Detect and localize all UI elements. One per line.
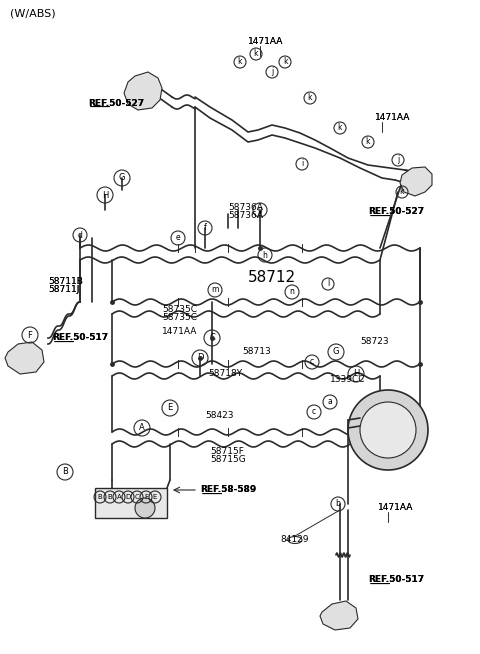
Text: REF.50-517: REF.50-517: [52, 334, 108, 343]
Text: 1471AA: 1471AA: [378, 504, 413, 513]
Circle shape: [135, 498, 155, 518]
Text: k: k: [283, 58, 287, 67]
Text: REF.50-527: REF.50-527: [88, 99, 144, 107]
Text: 58712: 58712: [248, 271, 296, 286]
Text: 58713: 58713: [242, 347, 271, 356]
Text: 58718Y: 58718Y: [208, 370, 242, 379]
Text: D: D: [125, 494, 131, 500]
Text: 58711B: 58711B: [48, 277, 83, 286]
Text: REF.50-517: REF.50-517: [368, 576, 424, 585]
Text: 58723: 58723: [360, 337, 389, 347]
Text: 1471AA: 1471AA: [248, 37, 283, 46]
Text: k: k: [308, 94, 312, 103]
Text: c: c: [312, 407, 316, 417]
Text: 58423: 58423: [205, 411, 233, 419]
Text: REF.50-527: REF.50-527: [368, 207, 424, 216]
Text: F: F: [27, 330, 33, 339]
Text: i: i: [301, 160, 303, 169]
Polygon shape: [400, 167, 432, 196]
Text: k: k: [238, 58, 242, 67]
Text: k: k: [400, 188, 404, 196]
Polygon shape: [124, 72, 162, 110]
Text: REF.50-517: REF.50-517: [368, 576, 424, 585]
Circle shape: [360, 402, 416, 458]
Text: A: A: [139, 424, 145, 432]
Text: 1471AA: 1471AA: [378, 504, 413, 513]
Text: A: A: [117, 494, 121, 500]
Text: REF.50-517: REF.50-517: [52, 334, 108, 343]
Text: F: F: [144, 494, 148, 500]
Text: REF.58-589: REF.58-589: [200, 485, 256, 494]
Text: 1471AA: 1471AA: [375, 114, 410, 122]
Polygon shape: [5, 342, 44, 374]
Text: k: k: [338, 124, 342, 133]
Text: 58711J: 58711J: [48, 286, 79, 294]
Text: m: m: [211, 286, 219, 294]
Text: REF.50-527: REF.50-527: [368, 207, 424, 216]
Text: k: k: [254, 50, 258, 58]
Text: j: j: [271, 67, 273, 77]
Text: 1471AA: 1471AA: [162, 328, 197, 337]
Text: 84129: 84129: [280, 536, 309, 545]
Text: e: e: [176, 233, 180, 243]
Text: E: E: [168, 404, 173, 413]
Text: 58735C: 58735C: [162, 313, 197, 322]
Text: B: B: [108, 494, 112, 500]
Text: 58711B: 58711B: [48, 277, 83, 286]
Text: C: C: [209, 334, 215, 343]
Text: 58711J: 58711J: [48, 286, 79, 294]
Text: D: D: [197, 354, 203, 362]
Text: H: H: [353, 370, 359, 379]
Text: 58715F: 58715F: [210, 447, 244, 456]
Polygon shape: [320, 601, 358, 630]
Text: REF.50-527: REF.50-527: [88, 99, 144, 107]
Circle shape: [348, 390, 428, 470]
Text: l: l: [327, 279, 329, 288]
Text: 1471AA: 1471AA: [375, 114, 410, 122]
Text: E: E: [153, 494, 157, 500]
Text: f: f: [204, 224, 206, 233]
Text: n: n: [289, 288, 294, 296]
Text: G: G: [333, 347, 339, 356]
Text: H: H: [102, 190, 108, 199]
Text: h: h: [263, 250, 267, 260]
Text: b: b: [336, 500, 340, 509]
Text: 1471AA: 1471AA: [248, 37, 283, 46]
Text: 58736A: 58736A: [228, 211, 263, 220]
Text: g: g: [258, 205, 263, 215]
Text: G: G: [119, 173, 125, 182]
Text: B: B: [97, 494, 102, 500]
Text: B: B: [62, 468, 68, 477]
Text: C: C: [134, 494, 139, 500]
Text: 58736A: 58736A: [228, 203, 263, 213]
Text: REF.58-589: REF.58-589: [200, 485, 256, 494]
Text: a: a: [328, 398, 332, 407]
Bar: [95, 488, 167, 518]
Text: k: k: [366, 137, 370, 146]
Text: 1339CC: 1339CC: [330, 375, 365, 385]
Text: 58715G: 58715G: [210, 455, 246, 464]
Text: (W/ABS): (W/ABS): [10, 9, 56, 19]
Text: c: c: [310, 358, 314, 366]
Text: 58735C: 58735C: [162, 305, 197, 315]
Text: j: j: [397, 156, 399, 165]
Text: d: d: [78, 230, 83, 239]
